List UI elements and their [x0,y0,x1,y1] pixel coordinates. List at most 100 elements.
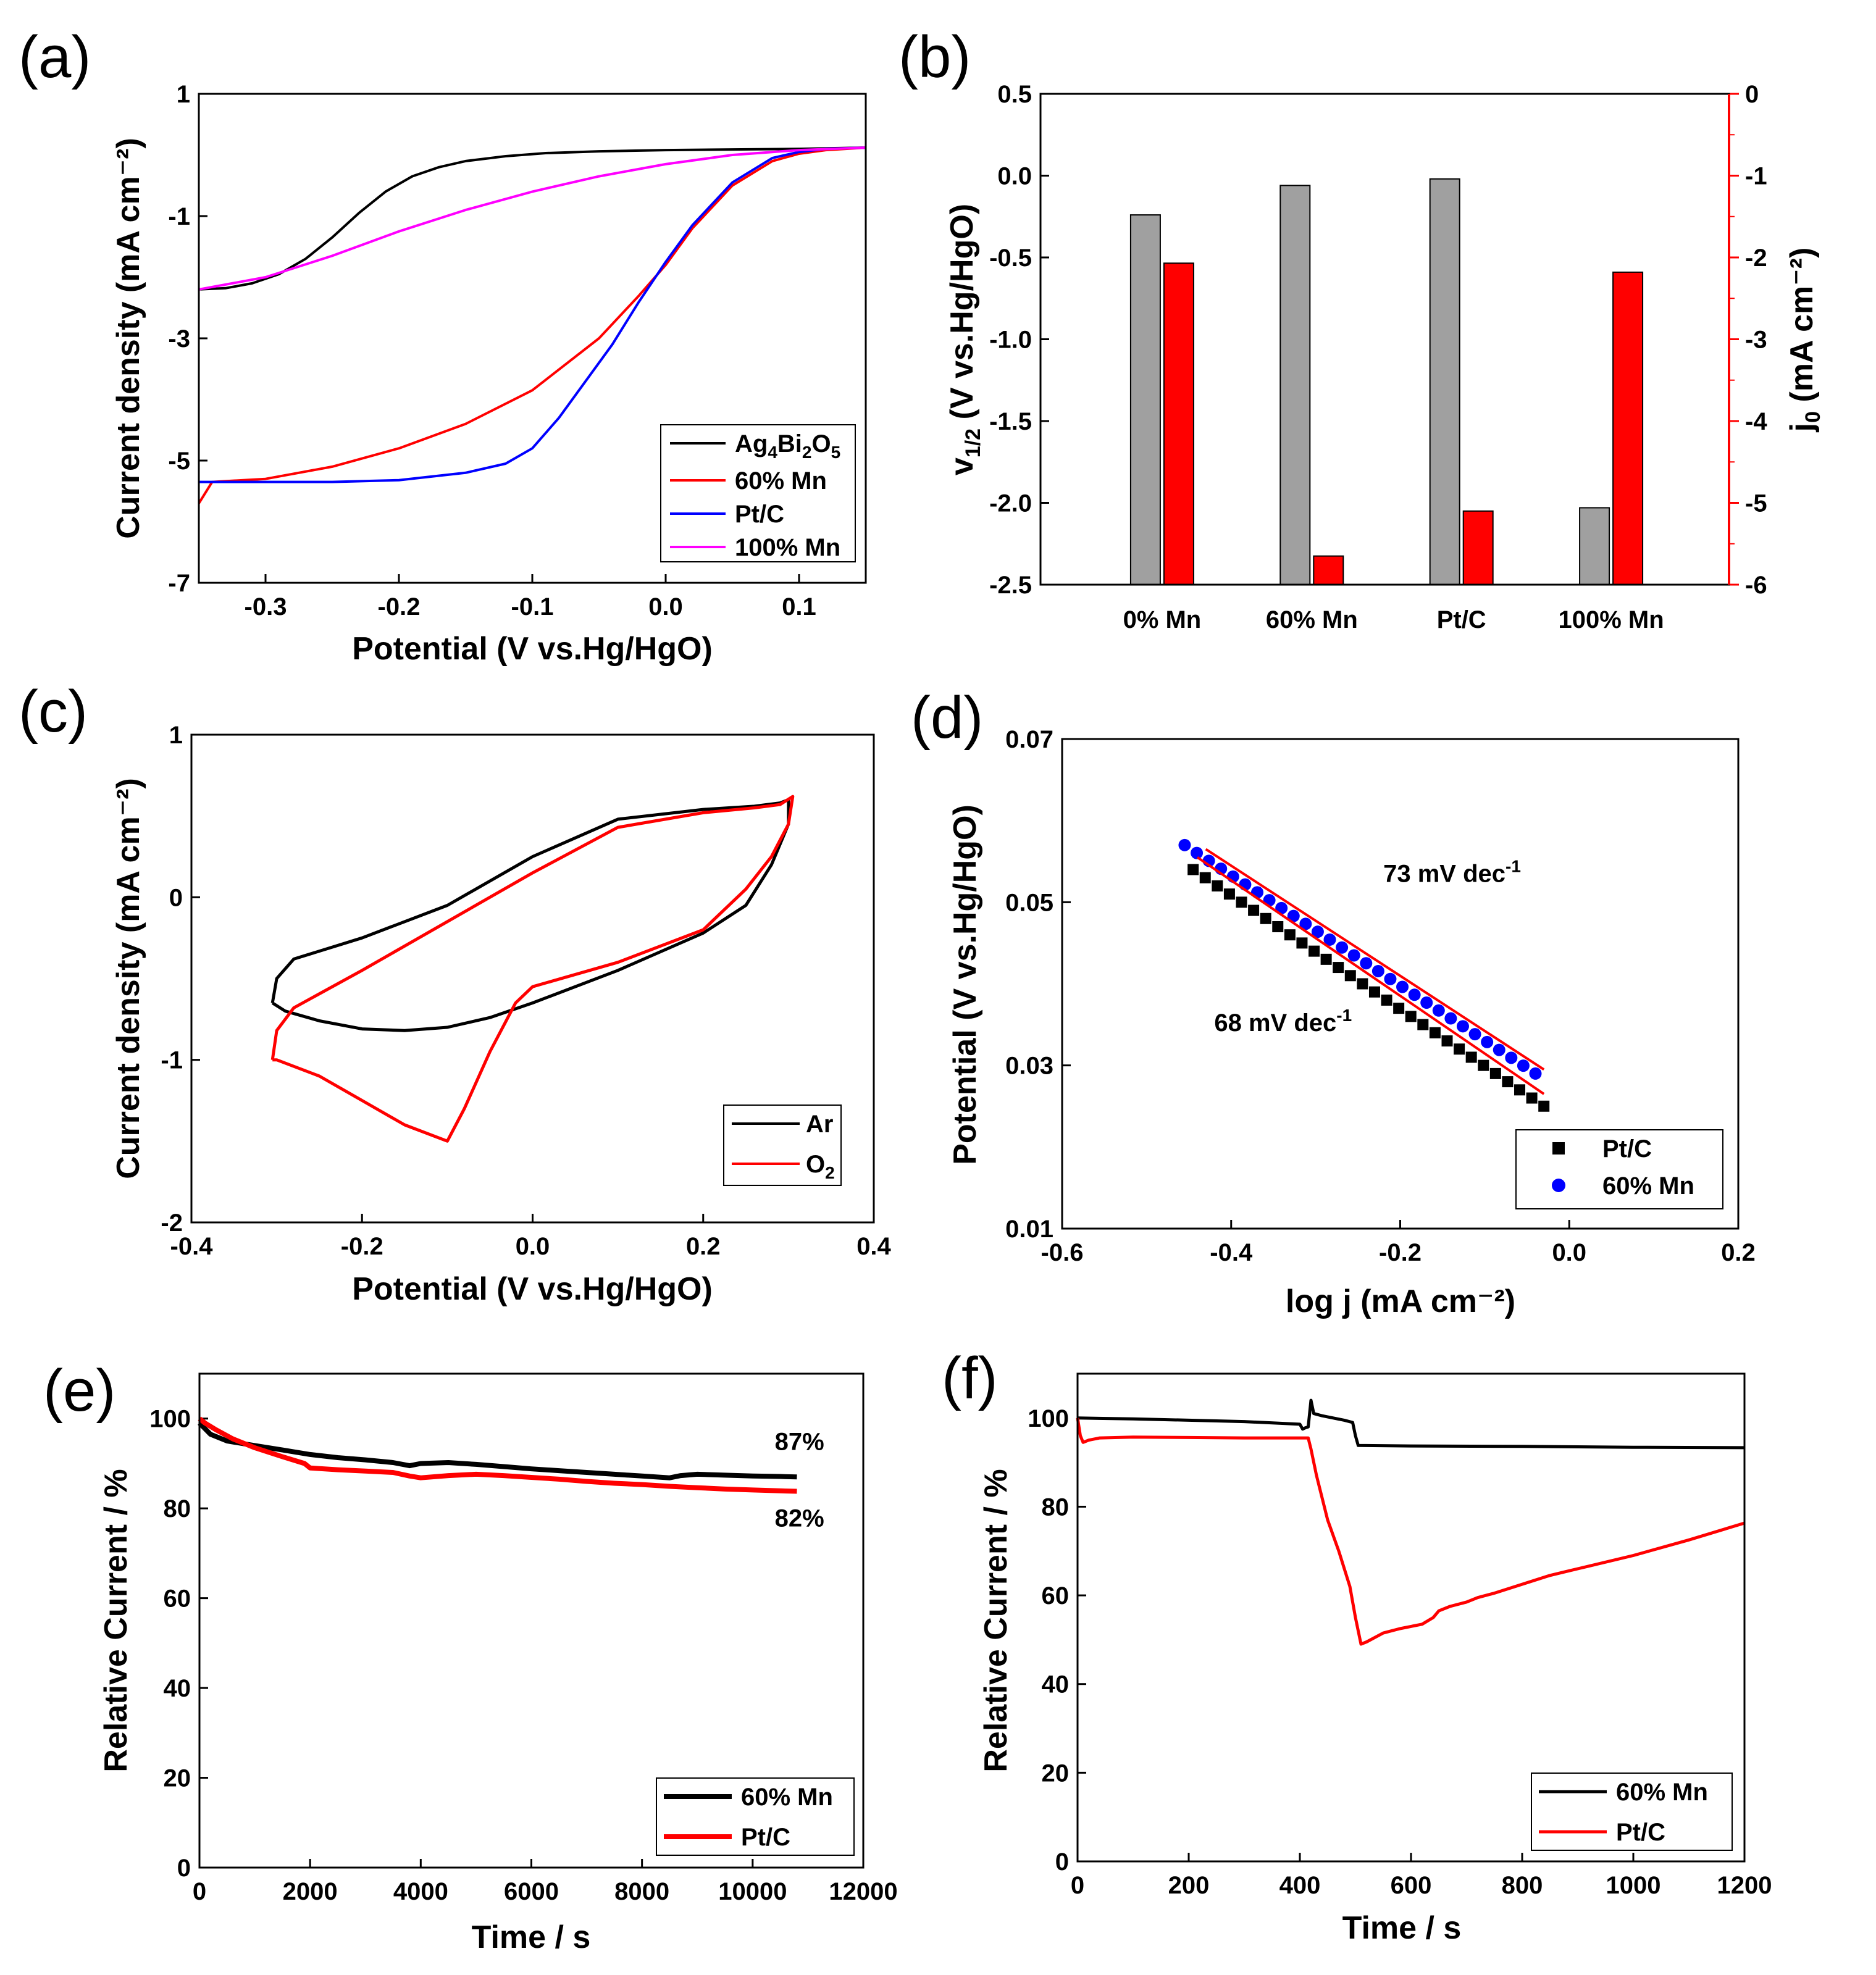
panel-b-category-label: Pt/C [1437,606,1486,633]
panel-d-point-ptc [1465,1051,1477,1063]
panel-a: (a) -0.3 -0.2 -0.1 0.0 0.1 -7 -5 -3 -1 1 Potentia… [19,24,867,667]
panel-f-ytick-label: 80 [1042,1493,1070,1521]
panel-f-series-0-line [1077,1398,1745,1450]
legend-swatch-d-ptc [1552,1142,1565,1155]
panel-d-point-60mn [1323,933,1336,946]
legend-label-e-ptc: Pt/C [741,1824,790,1851]
panel-d-point-ptc [1344,970,1356,982]
panel-e-series-0-line [198,1421,797,1480]
panel-e-series-1-line [198,1416,797,1494]
panel-c-xtick-label: 0.4 [856,1233,891,1260]
legend-label-ar: Ar [806,1111,833,1138]
panel-d-point-60mn [1299,917,1312,930]
panel-b-ytick-label: -2.5 [989,572,1032,599]
panel-f-xtick-label: 600 [1391,1872,1432,1899]
panel-d-point-60mn [1311,925,1324,938]
panel-c-ytick-label: -2 [161,1209,183,1237]
panel-a-ytick-label: 1 [177,81,190,108]
panel-e-ylabel: Relative Current / % [98,1469,134,1772]
panel-c: (c) -0.4 -0.2 0.0 0.2 0.4 -2 -1 0 1 Potential (V… [19,679,892,1307]
panel-d-fit-line-1 [1205,848,1545,1071]
panel-d-point-60mn [1287,909,1300,922]
panel-d-point-ptc [1248,904,1260,916]
panel-d-point-60mn [1408,988,1421,1001]
panel-d-point-ptc [1236,896,1247,908]
panel-d-ytick-label: 0.05 [1005,889,1053,916]
panel-b-y2tick-label: 0 [1745,81,1759,108]
panel-e-ytick-label: 80 [164,1495,191,1522]
panel-b-bar-v12-1 [1279,185,1311,585]
panel-b-bar-j0-2 [1462,510,1494,585]
panel-f-xtick-label: 200 [1168,1872,1210,1899]
panel-d-point-ptc [1333,962,1344,974]
panel-d-point-ptc [1526,1092,1538,1104]
panel-d-point-60mn [1517,1059,1530,1072]
panel-d-ytick-label: 0.01 [1005,1216,1053,1243]
panel-d-xtick-label: -0.2 [1379,1239,1422,1266]
panel-c-xtick-label: 0.0 [516,1233,550,1260]
panel-d-point-ptc [1502,1076,1514,1088]
panel-b-ytick-label: -2.0 [989,490,1032,517]
panel-b-category-label: 0% Mn [1123,606,1202,633]
panel-a-legend: Ag4Bi2O5 60% Mn Pt/C 100% Mn [660,424,856,562]
panel-f-ytick-label: 0 [1055,1848,1069,1876]
panel-d-point-ptc [1429,1027,1441,1038]
panel-f-series-1-line [1076,1418,1745,1646]
panel-a-ytick-label: -1 [168,203,190,230]
panel-d-point-60mn [1481,1035,1494,1048]
panel-d-point-ptc [1357,978,1368,990]
panel-b-bar-v12-3 [1579,507,1610,586]
panel-f-xtick-label: 1000 [1606,1872,1661,1899]
panel-d-point-ptc [1187,864,1199,875]
panel-c-legend: Ar O2 [723,1104,842,1186]
panel-d-ylabel: Potential (V vs.Hg/HgO) [947,804,983,1165]
panel-e-annotation: 87% [775,1429,824,1456]
panel-e-ytick-label: 20 [164,1765,191,1792]
panel-b-bar-j0-1 [1313,555,1344,585]
panel-e-ytick-label: 40 [164,1675,191,1702]
panel-b-y2tick-label: -4 [1745,408,1767,435]
legend-label-o2: O2 [806,1151,835,1182]
panel-e-xtick-label: 6000 [504,1878,559,1905]
panel-f-ytick-label: 20 [1042,1760,1070,1787]
panel-c-xtick-label: -0.2 [341,1233,383,1260]
panel-d-point-ptc [1514,1084,1526,1096]
panel-d-point-60mn [1336,941,1349,954]
panel-c-xtick-label: 0.2 [686,1233,721,1260]
panel-f-ytick-label: 60 [1042,1582,1070,1610]
panel-a-ytick-label: -7 [168,570,190,597]
panel-c-frame [190,733,875,1224]
panel-d-point-ptc [1260,912,1271,924]
panel-b-ytick-label: -1.5 [989,408,1032,435]
legend-label-f-ptc: Pt/C [1616,1819,1665,1846]
panel-b-y2tick-label: -2 [1745,244,1767,272]
panel-d-xtick-label: 0.2 [1721,1239,1756,1266]
panel-d-xtick-label: 0.0 [1552,1239,1586,1266]
panel-d-ytick-label: 0.03 [1005,1053,1053,1080]
panel-d-point-ptc [1381,994,1392,1006]
panel-b-y2tick-label: -1 [1745,163,1767,190]
panel-c-ytick-label: 1 [169,722,183,749]
panel-e-frame [198,1372,865,1869]
legend-swatch-d-60mn [1552,1179,1565,1192]
panel-d-point-ptc [1454,1043,1465,1055]
panel-d-point-60mn [1396,980,1409,993]
panel-b-y2tick-label: -5 [1745,490,1767,517]
panel-d-point-ptc [1441,1035,1453,1047]
panel-e-legend: 60% Mn Pt/C [656,1777,855,1856]
panel-d-point-ptc [1489,1067,1501,1079]
panel-e-xtick-label: 12000 [829,1878,897,1905]
panel-c-ytick-label: 0 [169,884,183,911]
panel-e-xtick-label: 4000 [393,1878,448,1905]
panel-b-bar-v12-2 [1429,178,1460,585]
panel-c-xlabel: Potential (V vs.Hg/HgO) [352,1271,713,1307]
panel-c-series-0-line [270,798,790,1032]
panel-f-xtick-label: 800 [1502,1872,1543,1899]
panel-c-xtick-label: -0.4 [170,1233,214,1260]
panel-c-ytick-label: -1 [161,1047,183,1074]
panel-d-point-ptc [1393,1003,1405,1014]
panel-d-point-ptc [1309,945,1320,957]
legend-label-ag4bi2o5: Ag4Bi2O5 [735,430,840,462]
panel-c-series-1-line [270,795,795,1143]
